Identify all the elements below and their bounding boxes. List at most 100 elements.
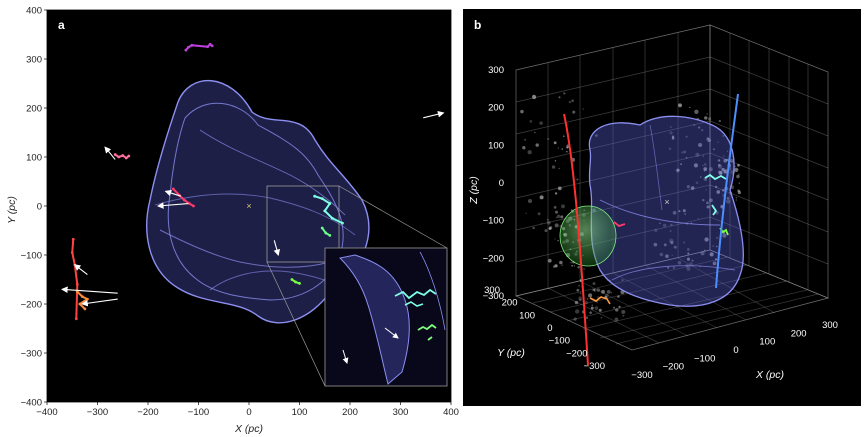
b-dust-speck [663,243,667,247]
b-y-tick-label: −300 [584,361,605,372]
b-dust-speck [537,212,541,216]
b-dust-speck [697,126,701,129]
b-y-tick-label: 0 [547,323,552,334]
a-cluster-point [341,221,344,225]
panel-b-axes-box [514,24,830,351]
a-x-tick-label: −300 [87,407,108,418]
b-dust-speck [676,168,680,172]
a-y-tick-label: 100 [26,153,42,164]
b-dust-speck [712,261,717,266]
b-dust-speck [566,151,568,153]
a-x-tick-label: −200 [137,407,158,418]
b-dust-speck [726,158,729,161]
b-dust-speck [571,264,573,267]
b-dust-speck [573,317,577,321]
panel-b: b [463,9,861,406]
b-z-tick-label: 100 [488,140,504,151]
b-dust-speck [703,177,708,182]
b-dust-speck [714,258,718,261]
b-dust-speck [578,284,580,287]
a-velocity-arrow [164,189,181,197]
b-dust-speck [529,120,533,123]
b-x-tick-label: −100 [694,353,715,364]
b-dust-speck [579,298,582,302]
b-dust-speck [738,182,740,184]
b-dust-speck [717,141,719,143]
b-dust-speck [557,186,562,191]
b-dust-speck [705,138,708,141]
panel-a-inset-arrow-2 [342,349,349,364]
b-dust-speck [525,212,527,215]
a-cluster-point [78,302,82,306]
b-y-tick-label: 200 [502,298,518,309]
panel-a-inset-connector-bottom [266,261,326,387]
b-dust-speck [678,103,682,108]
panel-a-x-ticks: −400 −300 −200 −100 0 100 200 300 400 [36,402,459,418]
b-dust-speck [594,306,599,310]
b-dust-speck [659,252,664,257]
b-x-tick-label: 300 [822,320,838,331]
a-cluster-point [320,226,324,230]
b-dust-speck [558,167,561,170]
b-z-tick-label: −200 [483,253,504,264]
b-dust-speck [686,247,690,251]
b-dust-speck [535,143,539,147]
b-dust-speck [736,174,740,179]
panel-a-inset-source-box [266,185,340,263]
b-dust-speck [559,260,563,265]
a-cluster-point [187,45,190,49]
b-dust-speck [577,265,580,269]
b-dust-speck [726,150,729,152]
b-dust-speck [576,288,580,292]
panel-b-sun-marker: × [664,197,669,207]
b-dust-speck [737,163,740,167]
b-dust-speck [604,293,609,298]
b-dust-speck [695,181,699,185]
a-cluster-point [328,234,332,237]
a-cluster-point [184,48,188,52]
b-dust-speck [579,292,582,294]
b-dust-speck [615,308,619,312]
b-dust-speck [614,317,619,322]
a-cluster-point [171,187,175,191]
b-dust-speck [561,148,564,150]
b-dust-speck [694,109,699,114]
b-dust-speck [547,258,552,263]
b-dust-speck [706,113,708,115]
a-cluster-point [330,216,334,220]
b-dust-speck [706,205,710,209]
b-dust-speck [534,131,536,134]
b-dust-speck [600,316,603,319]
a-x-tick-label: 200 [342,407,358,418]
b-dust-speck [722,155,725,157]
b-dust-speck [735,196,738,199]
b-y-tick-label: −200 [566,348,587,359]
b-x-tick-label: −300 [631,370,652,381]
b-dust-speck [557,239,559,242]
b-dust-speck [729,158,734,163]
b-dust-speck [735,199,737,201]
b-dust-speck [718,171,723,176]
b-dust-speck [572,110,576,114]
b-dust-speck [680,151,684,154]
b-dust-speck [554,223,559,228]
b-dust-speck [667,266,670,269]
b-dust-speck [738,173,740,176]
a-y-tick-label: 0 [37,202,42,213]
b-dust-speck [693,163,699,168]
b-dust-speck [718,119,721,123]
a-cluster-point [86,297,89,301]
b-dust-speck [601,289,605,294]
a-cluster-point [75,283,79,286]
panel-a-marks: × [61,42,445,321]
a-x-tick-label: 300 [393,407,409,418]
a-y-tick-label: −200 [21,300,42,311]
b-dust-speck [704,116,708,120]
panel-a-inset-connector-top [338,185,448,249]
b-dust-speck [669,238,674,243]
b-dust-speck [712,148,715,151]
b-dust-speck [672,266,676,269]
b-dust-speck [593,288,596,292]
b-dust-speck [584,301,588,305]
